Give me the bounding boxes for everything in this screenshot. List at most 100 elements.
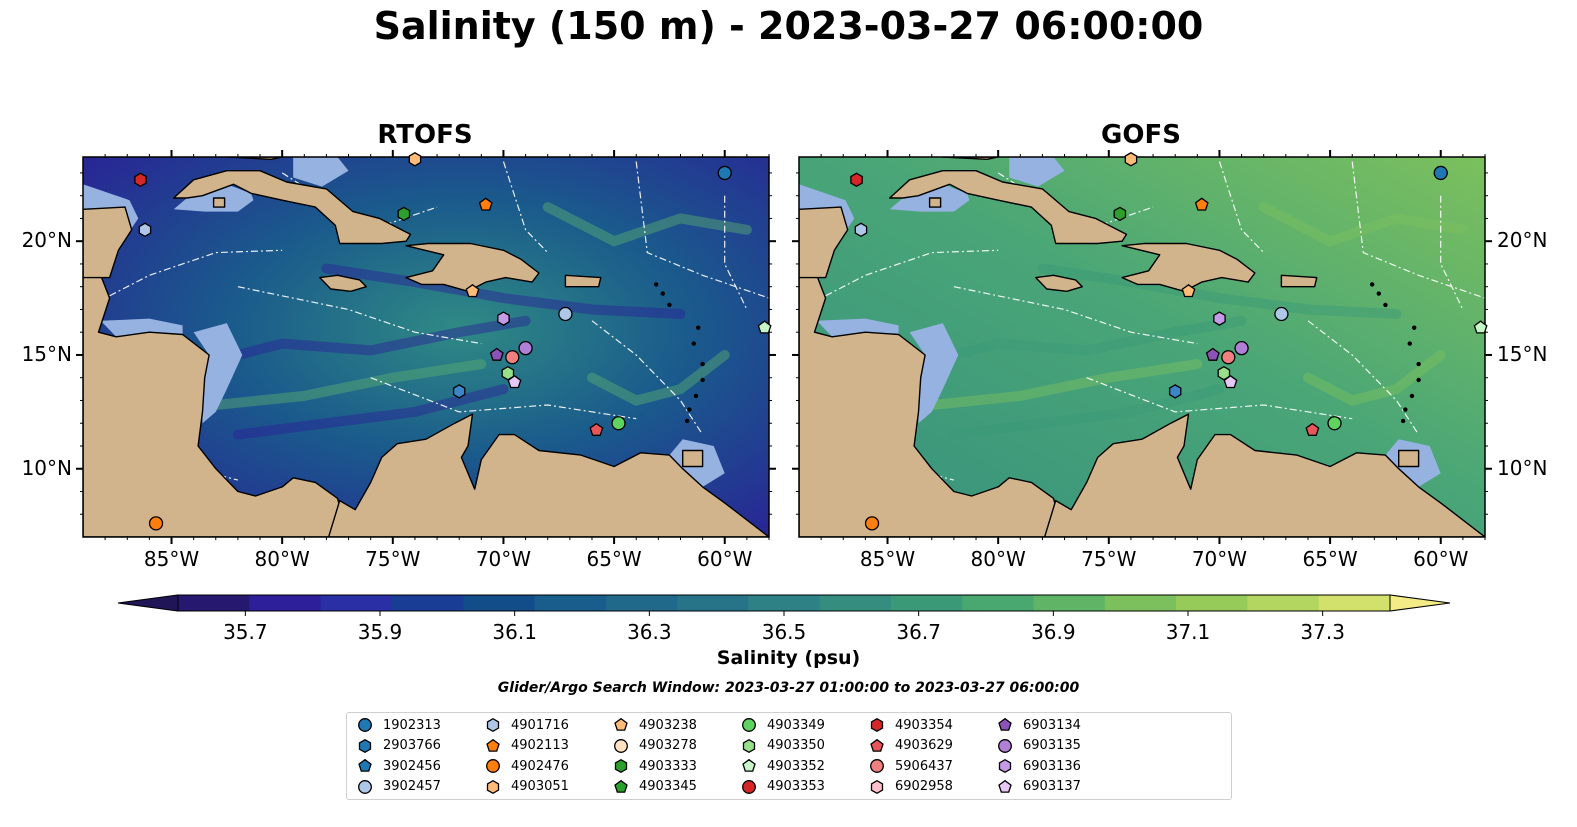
lat-tick-label: 15°N	[1497, 341, 1548, 366]
platform-marker-4901716	[138, 222, 152, 238]
island-lesser-antilles	[700, 361, 705, 367]
platform-marker-4903629	[1305, 422, 1320, 436]
island-lesser-antilles	[695, 325, 701, 330]
legend-marker-6903135	[998, 738, 1012, 753]
legend-label: 4903353	[767, 779, 825, 794]
platform-marker-4903354	[134, 172, 147, 188]
colorbar-extend-under	[117, 594, 179, 612]
legend-item: 2903766	[357, 736, 441, 756]
platform-marker-4902476	[148, 516, 164, 531]
island-lesser-antilles	[693, 393, 699, 399]
shelf-hondurasShelf	[816, 318, 899, 337]
platform-marker-4902113	[1194, 197, 1209, 211]
map-frame	[82, 156, 770, 538]
lon-tick-label: 65°W	[1302, 547, 1358, 571]
legend-marker-4903629	[870, 738, 884, 752]
legend-marker-4903353	[742, 779, 756, 794]
platform-marker-4903352	[757, 320, 772, 334]
land-hispaniola	[405, 242, 540, 292]
colorbar-tick-label: 36.3	[627, 620, 672, 644]
platform-marker-6903136	[497, 311, 510, 326]
colorbar-segment	[748, 595, 821, 611]
platform-marker-4903238	[1181, 284, 1196, 298]
legend-item: 4902113	[485, 736, 569, 756]
legend-marker-2903766	[358, 738, 372, 753]
shelf-nicaraguaShelf	[193, 323, 243, 424]
colorbar	[117, 594, 1451, 616]
legend-item: 6903135	[997, 736, 1081, 756]
land-jamaica	[319, 274, 367, 292]
colorbar-segment	[178, 595, 250, 611]
legend-marker-6903136	[998, 758, 1012, 774]
colorbar-tick-label: 36.7	[896, 620, 941, 644]
legend-item: 4903238	[613, 715, 697, 735]
legend-item: 6903134	[997, 715, 1081, 735]
colorbar-extend-over	[1389, 594, 1451, 612]
legend-marker-5906437	[870, 759, 884, 773]
land-puertoRico	[1280, 274, 1318, 288]
land-cuba	[172, 169, 412, 245]
shelf-bahamasBank	[293, 157, 349, 187]
island-lesser-antilles	[1376, 291, 1381, 296]
legend-label: 6902958	[895, 779, 953, 794]
platform-marker-6903135	[518, 340, 533, 356]
legend-label: 4903333	[639, 758, 697, 774]
legend-marker-4903333	[614, 758, 628, 774]
lon-tick-label: 70°W	[475, 547, 532, 571]
colorbar-segment	[320, 595, 393, 611]
land-cuba	[889, 169, 1128, 245]
legend-item: 6902958	[869, 777, 953, 797]
legend-label: 1902313	[383, 717, 441, 733]
legend-marker-4903278	[614, 738, 628, 753]
island-lesser-antilles	[691, 341, 696, 346]
colorbar-segment	[534, 595, 607, 611]
legend-item: 4903354	[869, 715, 953, 735]
lon-tick-label: 75°W	[1081, 547, 1137, 571]
island-lesser-antilles	[1409, 393, 1415, 399]
colorbar-segment	[605, 595, 678, 611]
platform-marker-4901716	[854, 222, 868, 238]
legend-label: 4903238	[639, 717, 697, 733]
lon-tick-label: 60°W	[697, 547, 753, 571]
lat-tick-label: 15°N	[21, 341, 72, 366]
colorbar-segment	[677, 595, 749, 611]
legend-item: 4903333	[613, 756, 697, 776]
lon-tick-label: 85°W	[143, 547, 200, 571]
island-lesser-antilles	[1416, 361, 1421, 367]
legend-label: 4903350	[767, 738, 825, 753]
lat-tick-label: 20°N	[1497, 228, 1548, 253]
lat-tick-label: 10°N	[21, 455, 72, 480]
legend-item: 6903137	[997, 777, 1081, 797]
legend-label: 4903345	[639, 779, 697, 794]
lon-tick-label: 75°W	[365, 547, 421, 571]
colorbar-segment	[890, 595, 963, 611]
colorbar-segment	[249, 595, 322, 611]
lon-tick-label: 80°W	[254, 547, 310, 571]
legend-label: 4903352	[767, 758, 825, 774]
legend-item: 3902457	[357, 777, 441, 797]
colorbar-tick-label: 37.1	[1165, 620, 1211, 644]
legend-item: 4901716	[485, 715, 569, 735]
island-lesser-antilles	[684, 418, 690, 424]
map-panel-gofs	[792, 150, 1492, 544]
platform-marker	[1168, 384, 1182, 399]
island-lesser-antilles	[667, 302, 672, 308]
land-isleYouth	[928, 197, 942, 208]
legend-item: 4903278	[613, 736, 697, 756]
platform-marker-6903135	[1234, 340, 1249, 356]
island-lesser-antilles	[1411, 325, 1417, 330]
legend-marker-4903350	[742, 738, 756, 753]
platform-marker-5906437	[505, 350, 520, 365]
legend-label: 5906437	[895, 758, 953, 774]
platform-marker-4902113	[478, 197, 493, 211]
island-lesser-antilles	[1369, 282, 1375, 287]
platform-marker-1902313	[1433, 165, 1448, 181]
platform-marker-4903333	[1113, 206, 1127, 222]
legend-item: 4903350	[741, 736, 825, 756]
colorbar-tick-label: 36.1	[492, 620, 537, 644]
colorbar-tick-label: 37.3	[1300, 620, 1345, 644]
platform-marker-3902457	[558, 306, 573, 322]
land-trinidad	[682, 449, 704, 468]
land-hispaniola	[1121, 242, 1256, 292]
platform-marker-4903349	[611, 416, 626, 431]
